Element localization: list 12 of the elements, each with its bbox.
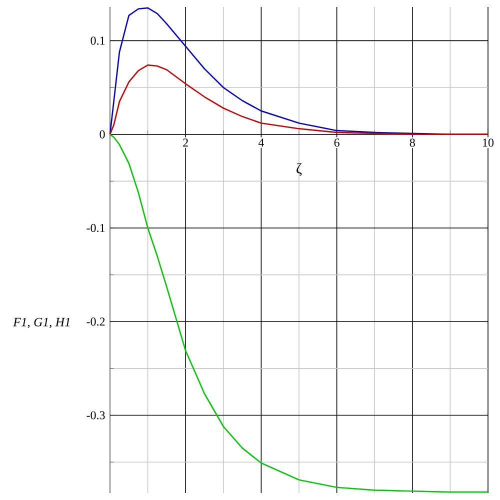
x-tick-label: 4	[258, 138, 264, 147]
y-tick-label: 0	[100, 130, 105, 138]
x-tick-label: 2	[183, 138, 188, 147]
y-tick-label: -0.2	[86, 318, 105, 326]
y-axis-title: F1, G1, H1	[13, 318, 70, 328]
y-tick-label: -0.1	[86, 224, 105, 232]
x-axis-title: ζ	[296, 163, 302, 176]
y-tick-label: -0.3	[86, 411, 105, 420]
x-tick-label: 6	[334, 138, 340, 147]
x-tick-label: 10	[483, 138, 494, 147]
y-tick-label: 0.1	[90, 36, 105, 45]
x-tick-label: 8	[410, 138, 415, 147]
